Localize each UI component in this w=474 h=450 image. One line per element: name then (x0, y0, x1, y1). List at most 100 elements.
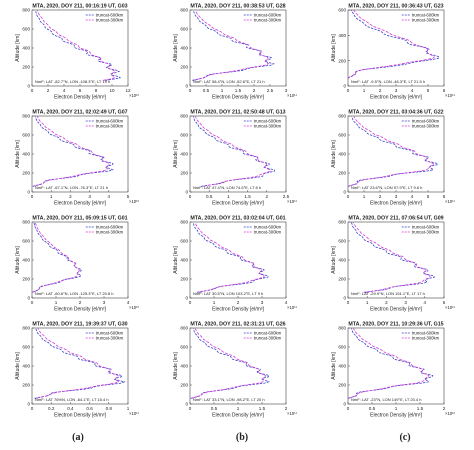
nmf-annotation: NmF: LAT -23°N, LON 149°E, LT 20.4 h (351, 397, 422, 402)
chart-title: MTA, 2020, DOY 211, 02:31:21 UT, G26 (190, 322, 285, 328)
x-tick-label: 5 (443, 300, 446, 305)
series-line-300km (347, 9, 435, 79)
legend-label: truncat-300km (412, 230, 440, 235)
y-axis-label: Altitude [km] (173, 246, 179, 274)
chart-panel: MTA, 2020, DOY 211, 10:29:36 UT, G15 0 200… (331, 322, 455, 419)
x-tick-label: 0.8 (106, 406, 113, 411)
x-tick-label: 2 (385, 300, 388, 305)
chart-panel: MTA, 2020, DOY 211, 07:06:54 UT, G09 0 200… (331, 216, 455, 313)
x-tick-label: 1 (227, 194, 230, 199)
x-tick-label: 2 (253, 88, 256, 93)
x-tick-label: 2.5 (267, 88, 274, 93)
x-tick-label: 0 (347, 88, 350, 93)
y-tick-label: 0 (343, 296, 346, 301)
x-axis-label: Electron Density [el/m³] (54, 307, 106, 313)
y-tick-label: 600 (180, 27, 188, 32)
series-line-300km (195, 116, 271, 187)
x-exponent: ×10¹¹ (287, 411, 297, 416)
x-axis-label: Electron Density [el/m³] (370, 95, 422, 101)
legend-label: truncat-600km (96, 13, 124, 18)
y-tick-label: 0 (185, 190, 188, 195)
y-axis-label: Altitude [km] (331, 34, 337, 62)
series-line-300km (349, 116, 434, 187)
y-tick-label: 0 (27, 296, 30, 301)
y-tick-label: 200 (22, 171, 30, 176)
legend-label: truncat-300km (254, 336, 282, 341)
x-tick-label: 0.2 (48, 406, 55, 411)
chart-title: MTA, 2020, DOY 211, 19:39:37 UT, G30 (32, 322, 127, 328)
legend-label: truncat-600km (254, 119, 282, 124)
nmf-annotation: NmF: LAT 76%N, LON -64.1°E, LT 15.4 h (35, 397, 109, 402)
series-line-600km (192, 222, 269, 293)
y-tick-label: 400 (22, 152, 30, 157)
y-tick-label: 600 (338, 133, 346, 138)
x-axis-label: Electron Density [el/m³] (54, 95, 106, 101)
x-tick-label: 2 (443, 406, 446, 411)
x-tick-label: 0.4 (67, 406, 74, 411)
y-tick-label: 0 (185, 402, 188, 407)
x-tick-label: 1 (221, 88, 224, 93)
x-tick-label: 2 (237, 300, 240, 305)
y-tick-label: 200 (22, 383, 30, 388)
chart-panel: MTA, 2020, DOY 211, 02:50:48 UT, G130200… (173, 110, 297, 207)
x-tick-label: 2 (47, 88, 50, 93)
chart-title: MTA, 2020, DOY 211, 10:29:36 UT, G15 (348, 322, 443, 328)
legend-label: truncat-300km (254, 18, 282, 23)
x-tick-label: 3 (88, 194, 91, 199)
y-tick-label: 800 (22, 114, 30, 119)
legend-label: truncat-300km (96, 124, 124, 129)
x-tick-label: 4 (411, 194, 414, 199)
x-tick-label: 0.6 (86, 406, 93, 411)
y-tick-label: 0 (343, 84, 346, 89)
x-exponent: ×10¹¹ (445, 305, 455, 310)
y-axis-label: Altitude [km] (173, 140, 179, 168)
legend-label: truncat-600km (96, 119, 124, 124)
x-tick-label: 6 (443, 194, 446, 199)
x-axis-label: Electron Density [el/m³] (370, 307, 422, 313)
x-tick-label: 0 (189, 406, 192, 411)
column-label-c: (c) (399, 432, 411, 443)
x-tick-label: 6 (443, 88, 446, 93)
x-exponent: ×10¹¹ (445, 93, 455, 98)
x-tick-label: 5 (427, 194, 430, 199)
series-line-300km (34, 116, 110, 187)
x-tick-label: 0 (347, 194, 350, 199)
y-tick-label: 200 (22, 65, 30, 70)
y-tick-label: 800 (22, 8, 30, 13)
x-tick-label: 1 (363, 194, 366, 199)
legend-label: truncat-600km (96, 331, 124, 336)
series-line-600km (347, 116, 439, 187)
x-axis-label: Electron Density [el/m³] (212, 307, 264, 313)
y-tick-label: 400 (180, 364, 188, 369)
y-axis-label: Altitude [km] (331, 246, 337, 274)
y-tick-label: 0 (343, 402, 346, 407)
y-tick-label: 800 (338, 114, 346, 119)
y-tick-label: 0 (27, 84, 30, 89)
x-tick-label: 0 (31, 194, 34, 199)
y-tick-label: 600 (338, 345, 346, 350)
x-tick-label: 1.5 (417, 406, 424, 411)
chart-title: MTA, 2020, DOY 211, 02:02:49 UT, G07 (32, 110, 127, 116)
nmf-annotation: NmF: LAT -29.9°N, LON 151.1°E, LT 17 h (351, 291, 425, 296)
x-axis-label: Electron Density [el/m³] (212, 413, 264, 419)
x-tick-label: 1.5 (235, 88, 242, 93)
legend-label: truncat-600km (412, 13, 440, 18)
x-exponent: ×10¹¹ (287, 305, 297, 310)
x-tick-label: 5 (427, 88, 430, 93)
nmf-annotation: NmF: LAT -82.7°N, LON -108.3°E, LT 19 h (35, 79, 110, 84)
legend-label: truncat-300km (412, 18, 440, 23)
x-tick-label: 0 (189, 88, 192, 93)
series-line-300km (353, 222, 431, 293)
x-tick-label: 0.5 (211, 406, 218, 411)
x-tick-label: 4 (424, 300, 427, 305)
y-tick-label: 200 (338, 383, 346, 388)
x-tick-label: 0 (189, 194, 192, 199)
nmf-annotation: NmF: LAT -9.5°N, LON -46.3°E, LT 21.5 h (351, 79, 425, 84)
series-line-300km (194, 10, 270, 81)
y-tick-label: 800 (22, 220, 30, 225)
y-tick-label: 400 (180, 258, 188, 263)
y-axis-label: Altitude [km] (15, 246, 21, 274)
x-tick-label: 3 (103, 300, 106, 305)
x-tick-label: 2 (379, 194, 382, 199)
